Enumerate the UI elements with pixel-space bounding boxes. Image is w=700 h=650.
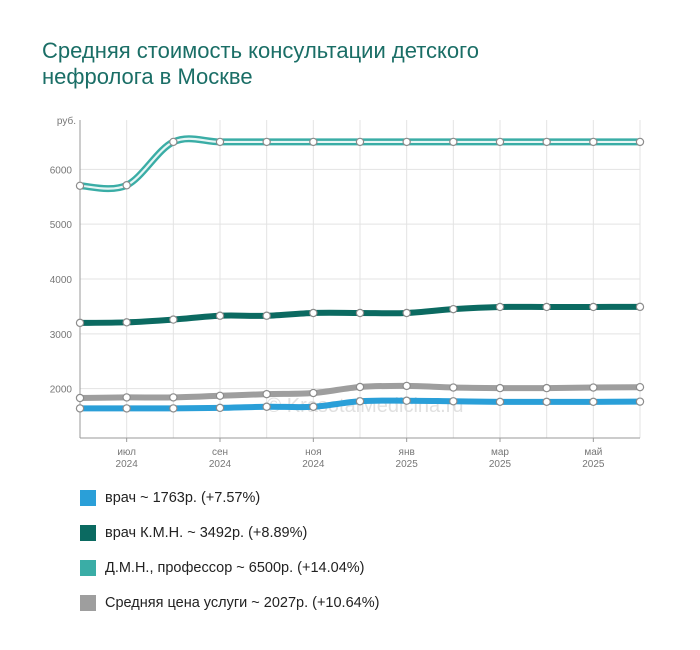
y-tick-label: 6000	[50, 165, 73, 176]
data-point	[309, 402, 318, 411]
data-point	[589, 383, 598, 392]
data-point	[215, 137, 225, 147]
x-tick-label-month: янв	[399, 447, 415, 458]
data-point	[449, 383, 458, 392]
data-point	[402, 381, 411, 391]
legend-swatch	[80, 595, 96, 611]
legend-label: врач К.М.Н. ~ 3492р. (+8.89%)	[105, 525, 308, 541]
y-axis-unit: руб.	[57, 115, 76, 127]
x-tick-label-month: сен	[212, 447, 228, 458]
axis-labels: 20003000400050006000руб.июл2024сен2024но…	[50, 115, 605, 470]
data-point	[542, 383, 551, 393]
series-layer	[75, 135, 645, 413]
data-point	[355, 137, 365, 147]
x-tick-label-year: 2024	[302, 459, 325, 470]
legend: врач ~ 1763р. (+7.57%) врач К.М.Н. ~ 349…	[80, 488, 379, 628]
legend-swatch	[80, 490, 96, 506]
y-tick-label: 3000	[50, 330, 73, 341]
x-tick-label-year: 2025	[489, 459, 512, 470]
series-врач	[75, 396, 645, 413]
data-point	[215, 391, 225, 400]
legend-item[interactable]: Средняя цена услуги ~ 2027р. (+10.64%)	[80, 593, 379, 613]
data-point	[262, 389, 271, 399]
data-point	[449, 304, 458, 314]
data-point	[169, 393, 178, 402]
y-tick-label: 2000	[50, 385, 73, 396]
series-врач К.М.Н.	[75, 302, 645, 328]
chart-title-line: Средняя стоимость консультации детского	[42, 38, 479, 63]
data-point	[635, 137, 645, 147]
y-tick-label: 5000	[50, 220, 73, 231]
data-point	[75, 393, 85, 403]
data-point	[402, 137, 411, 147]
legend-swatch	[80, 560, 96, 576]
y-tick-label: 4000	[50, 275, 73, 286]
data-point	[542, 397, 551, 407]
legend-item[interactable]: врач ~ 1763р. (+7.57%)	[80, 488, 379, 508]
data-point	[215, 403, 225, 413]
data-point	[169, 137, 178, 147]
data-point	[355, 308, 365, 318]
data-point	[262, 402, 271, 411]
x-tick-label-year: 2025	[396, 459, 419, 470]
x-tick-label-month: май	[584, 447, 602, 458]
x-tick-label-month: мар	[491, 447, 509, 458]
x-tick-label-month: ноя	[305, 447, 322, 458]
series-Д.М.Н., профессор	[75, 135, 645, 193]
data-point	[75, 404, 85, 413]
data-point	[215, 311, 225, 320]
data-point	[355, 397, 365, 406]
series-Средняя цена услуги	[75, 381, 645, 403]
data-point	[449, 397, 458, 406]
data-point	[309, 308, 318, 318]
legend-label: Средняя цена услуги ~ 2027р. (+10.64%)	[105, 595, 380, 611]
legend-swatch	[80, 525, 96, 541]
data-point	[402, 308, 411, 318]
data-point	[449, 137, 458, 147]
x-tick-label-month: июл	[117, 447, 136, 458]
data-point	[589, 137, 598, 147]
legend-item[interactable]: Д.М.Н., профессор ~ 6500р. (+14.04%)	[80, 558, 379, 578]
data-point	[122, 404, 131, 413]
data-point	[589, 302, 598, 312]
data-point	[262, 311, 271, 320]
data-point	[495, 302, 505, 312]
data-point	[75, 318, 85, 328]
data-point	[262, 137, 271, 147]
x-tick-label-year: 2024	[116, 459, 139, 470]
data-point	[495, 383, 505, 393]
data-point	[169, 404, 178, 413]
data-point	[589, 397, 598, 407]
data-point	[122, 318, 131, 327]
legend-label: Д.М.Н., профессор ~ 6500р. (+14.04%)	[105, 560, 365, 576]
data-point	[635, 302, 645, 312]
x-tick-label-year: 2025	[582, 459, 605, 470]
chart-title: Средняя стоимость консультации детского …	[42, 38, 642, 90]
data-point	[309, 388, 318, 398]
legend-item[interactable]: врач К.М.Н. ~ 3492р. (+8.89%)	[80, 523, 379, 543]
data-point	[542, 302, 551, 312]
data-point	[355, 382, 365, 392]
data-point	[122, 181, 131, 190]
data-point	[495, 397, 505, 407]
chart-title-line: нефролога в Москве	[42, 64, 253, 89]
data-point	[122, 393, 131, 402]
data-point	[495, 137, 505, 147]
data-point	[169, 315, 178, 324]
data-point	[635, 397, 645, 406]
data-point	[75, 181, 85, 190]
data-point	[402, 396, 411, 405]
x-tick-label-year: 2024	[209, 459, 232, 470]
data-point	[309, 137, 318, 147]
legend-label: врач ~ 1763р. (+7.57%)	[105, 490, 261, 506]
data-point	[635, 382, 645, 392]
line-chart: 20003000400050006000руб.июл2024сен2024но…	[50, 115, 645, 470]
data-point	[542, 137, 551, 147]
